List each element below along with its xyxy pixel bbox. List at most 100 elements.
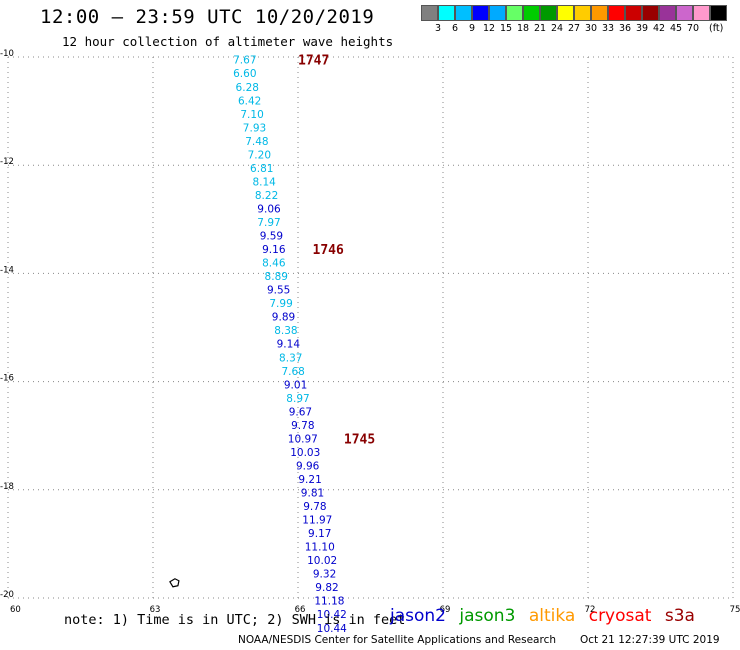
legend-jason2: jason2 — [390, 606, 446, 626]
color-swatch — [625, 5, 642, 21]
color-scale-tick: 18 — [516, 23, 530, 34]
color-scale-tick: 36 — [618, 23, 632, 34]
color-swatch — [591, 5, 608, 21]
generated-timestamp: Oct 21 12:27:39 UTC 2019 — [580, 634, 720, 646]
swh-data-label: 7.99 — [269, 298, 292, 310]
swh-data-label: 9.32 — [313, 569, 336, 581]
x-tick-label: 66 — [295, 605, 306, 615]
color-scale-tick: 39 — [635, 23, 649, 34]
color-scale-tick: 12 — [482, 23, 496, 34]
swh-data-label: 6.60 — [233, 68, 256, 80]
swh-data-label: 10.42 — [317, 609, 347, 621]
legend-cryosat: cryosat — [588, 606, 652, 626]
color-swatch — [421, 5, 438, 21]
swh-data-label: 9.01 — [284, 379, 307, 391]
color-swatch — [489, 5, 506, 21]
credit-line: NOAA/NESDIS Center for Satellite Applica… — [238, 634, 556, 646]
chart-subtitle: 12 hour collection of altimeter wave hei… — [62, 34, 394, 49]
color-scale-tick: 70 — [686, 23, 700, 34]
swh-data-label: 9.14 — [277, 339, 301, 351]
y-tick-label: -20 — [0, 590, 14, 600]
swh-data-label: 9.67 — [289, 406, 312, 418]
color-scale-tick: 3 — [434, 23, 442, 34]
color-swatch — [574, 5, 591, 21]
x-tick-label: 63 — [150, 605, 161, 615]
color-swatch — [557, 5, 574, 21]
x-tick-label: 69 — [440, 605, 451, 615]
swh-data-label: 10.03 — [290, 447, 320, 459]
legend-jason3: jason3 — [459, 606, 516, 626]
swh-data-label: 9.16 — [262, 244, 286, 256]
swh-data-label: 8.38 — [274, 325, 297, 337]
color-scale-tick: 33 — [601, 23, 615, 34]
y-tick-label: -18 — [0, 482, 14, 492]
color-swatch — [642, 5, 659, 21]
color-scale-tick: 6 — [451, 23, 459, 34]
swh-data-label: 7.97 — [257, 217, 280, 229]
swh-data-label: 9.59 — [260, 231, 283, 243]
chart-title: 12:00 – 23:59 UTC 10/20/2019 — [40, 6, 375, 28]
color-scale-tick: 42 — [652, 23, 666, 34]
legend-altika: altika — [528, 606, 576, 626]
swh-data-label: 8.37 — [279, 352, 302, 364]
island-outline-icon — [169, 578, 180, 588]
swh-data-label: 10.02 — [307, 555, 337, 567]
x-tick-label: 75 — [730, 605, 740, 615]
swh-data-label: 8.46 — [262, 258, 286, 270]
swh-data-label: 9.21 — [298, 474, 321, 486]
color-swatch — [523, 5, 540, 21]
swh-data-label: 9.81 — [301, 488, 324, 500]
swh-data-label: 7.10 — [240, 109, 263, 121]
x-tick-label: 72 — [585, 605, 596, 615]
swh-data-label: 8.14 — [252, 176, 276, 188]
color-swatch — [608, 5, 625, 21]
color-scale-tick: 21 — [533, 23, 547, 34]
x-tick-label: 60 — [10, 605, 21, 615]
swh-data-label: 7.68 — [281, 366, 304, 378]
swh-data-label: 9.96 — [296, 460, 320, 472]
color-scale-tick: 15 — [499, 23, 513, 34]
color-scale-tick: 45 — [669, 23, 683, 34]
color-swatch — [438, 5, 455, 21]
swh-data-label: 7.48 — [245, 136, 268, 148]
swh-data-label: 9.78 — [291, 420, 314, 432]
swh-data-label: 11.10 — [305, 542, 335, 554]
swh-data-label: 10.97 — [288, 433, 318, 445]
swh-data-label: 8.97 — [286, 393, 309, 405]
color-scale-tick: 27 — [567, 23, 581, 34]
swh-data-label: 6.28 — [236, 82, 259, 94]
color-scale-tick: 24 — [550, 23, 564, 34]
color-scale-unit: (ft) — [709, 23, 724, 34]
y-tick-label: -16 — [0, 374, 14, 384]
color-swatch — [710, 5, 727, 21]
legend-s3a: s3a — [664, 606, 695, 626]
swh-data-label: 11.18 — [314, 596, 344, 608]
swh-data-label: 9.78 — [303, 501, 326, 513]
swh-data-label: 9.82 — [315, 582, 338, 594]
swh-data-label: 9.55 — [267, 285, 290, 297]
swh-data-label: 7.20 — [248, 149, 271, 161]
swh-data-label: 9.89 — [272, 312, 295, 324]
color-swatch — [693, 5, 710, 21]
footer-note: note: 1) Time is in UTC; 2) SWH is in fe… — [64, 612, 406, 628]
y-tick-label: -12 — [0, 157, 14, 167]
color-swatch — [472, 5, 489, 21]
swh-data-label: 6.42 — [238, 95, 261, 107]
swh-data-label: 9.06 — [257, 203, 281, 215]
swh-data-label: 8.89 — [265, 271, 288, 283]
time-label: 1745 — [344, 432, 375, 447]
satellite-legend: jason2 jason3 altika cryosat s3a — [390, 606, 703, 626]
color-swatch — [455, 5, 472, 21]
color-swatch — [540, 5, 557, 21]
swh-data-label: 6.81 — [250, 163, 273, 175]
color-swatch — [659, 5, 676, 21]
color-scale-tick: 30 — [584, 23, 598, 34]
time-label: 1746 — [313, 243, 344, 258]
time-label: 1747 — [298, 54, 329, 69]
swh-data-label: 11.97 — [302, 515, 332, 527]
swh-data-label: 7.67 — [233, 55, 256, 67]
y-tick-label: -10 — [0, 49, 14, 59]
swh-data-label: 8.22 — [255, 190, 278, 202]
y-tick-label: -14 — [0, 265, 14, 275]
